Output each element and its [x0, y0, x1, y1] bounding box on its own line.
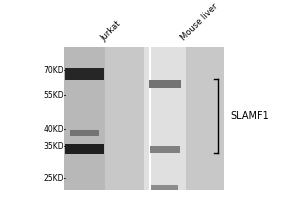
Text: Mouse liver: Mouse liver: [179, 2, 220, 43]
Bar: [70, 130, 100, 136]
Text: Jurkat: Jurkat: [99, 19, 123, 43]
Bar: [64, 47, 105, 190]
Bar: [144, 47, 186, 190]
Text: 55KD-: 55KD-: [44, 91, 67, 100]
Bar: [148, 80, 181, 88]
Bar: [65, 68, 104, 80]
Bar: [150, 146, 180, 153]
Bar: [152, 185, 178, 190]
Text: SLAMF1: SLAMF1: [230, 111, 269, 121]
Text: 40KD-: 40KD-: [44, 125, 67, 134]
Text: 35KD-: 35KD-: [44, 142, 67, 151]
Text: 25KD-: 25KD-: [44, 174, 67, 183]
Text: 70KD-: 70KD-: [44, 66, 67, 75]
Bar: [73, 47, 224, 190]
Bar: [65, 144, 104, 154]
